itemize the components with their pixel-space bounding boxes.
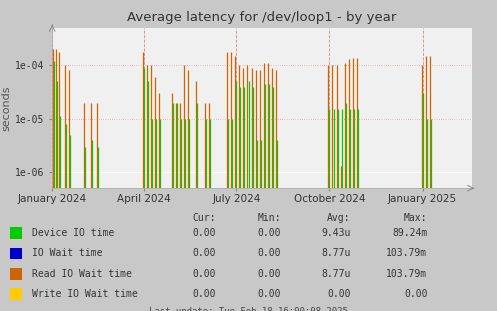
Text: 89.24m: 89.24m — [392, 228, 427, 238]
Text: 0.00: 0.00 — [193, 228, 216, 238]
Title: Average latency for /dev/loop1 - by year: Average latency for /dev/loop1 - by year — [127, 11, 397, 24]
Text: 0.00: 0.00 — [404, 289, 427, 299]
Text: 8.77u: 8.77u — [321, 269, 350, 279]
Text: Max:: Max: — [404, 213, 427, 223]
Text: Read IO Wait time: Read IO Wait time — [32, 269, 132, 279]
Y-axis label: seconds: seconds — [1, 85, 11, 131]
Text: RRDTOOL / TOBI OETIKER: RRDTOOL / TOBI OETIKER — [489, 77, 494, 160]
Text: 0.00: 0.00 — [193, 248, 216, 258]
Text: 0.00: 0.00 — [257, 269, 281, 279]
Text: Last update: Tue Feb 18 16:00:08 2025: Last update: Tue Feb 18 16:00:08 2025 — [149, 307, 348, 311]
Text: 103.79m: 103.79m — [386, 248, 427, 258]
Text: 0.00: 0.00 — [193, 289, 216, 299]
Text: 0.00: 0.00 — [327, 289, 350, 299]
Text: Cur:: Cur: — [193, 213, 216, 223]
Text: 0.00: 0.00 — [193, 269, 216, 279]
Text: 103.79m: 103.79m — [386, 269, 427, 279]
Text: 0.00: 0.00 — [257, 289, 281, 299]
Text: Write IO Wait time: Write IO Wait time — [32, 289, 138, 299]
Text: Avg:: Avg: — [327, 213, 350, 223]
Text: 0.00: 0.00 — [257, 228, 281, 238]
Text: 0.00: 0.00 — [257, 248, 281, 258]
Text: Min:: Min: — [257, 213, 281, 223]
Text: 9.43u: 9.43u — [321, 228, 350, 238]
Text: 8.77u: 8.77u — [321, 248, 350, 258]
Text: IO Wait time: IO Wait time — [32, 248, 103, 258]
Text: Device IO time: Device IO time — [32, 228, 114, 238]
